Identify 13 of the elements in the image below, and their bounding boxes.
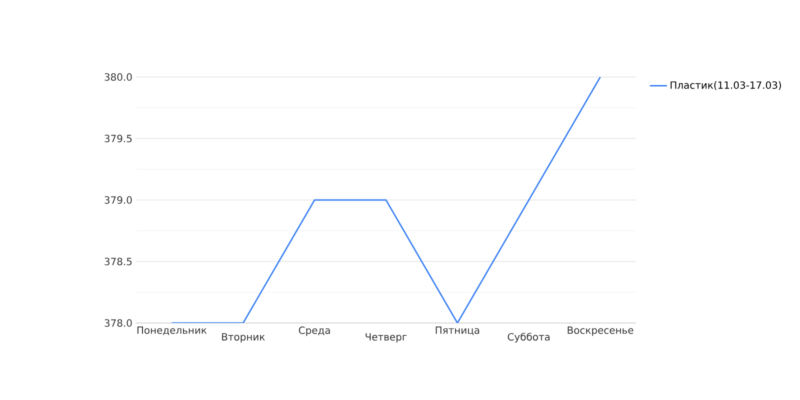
- x-tick-label: Вторник: [222, 333, 265, 343]
- y-tick-label: 379.5: [104, 134, 132, 142]
- y-tick-label: 379.0: [104, 196, 132, 204]
- y-tick-label: 380.0: [104, 73, 132, 81]
- y-tick-label: 378.0: [104, 319, 132, 327]
- x-tick-label: Воскресенье: [568, 326, 634, 336]
- x-tick-label: Суббота: [508, 332, 550, 343]
- x-tick-label: Среда: [298, 326, 330, 336]
- y-tick-label: 378.5: [104, 258, 132, 266]
- legend-label: Пластик(11.03-17.03): [670, 81, 781, 90]
- x-tick-label: Пятница: [436, 326, 480, 336]
- x-tick-label: Четверг: [366, 333, 407, 343]
- x-tick-label: Понедельник: [137, 326, 207, 336]
